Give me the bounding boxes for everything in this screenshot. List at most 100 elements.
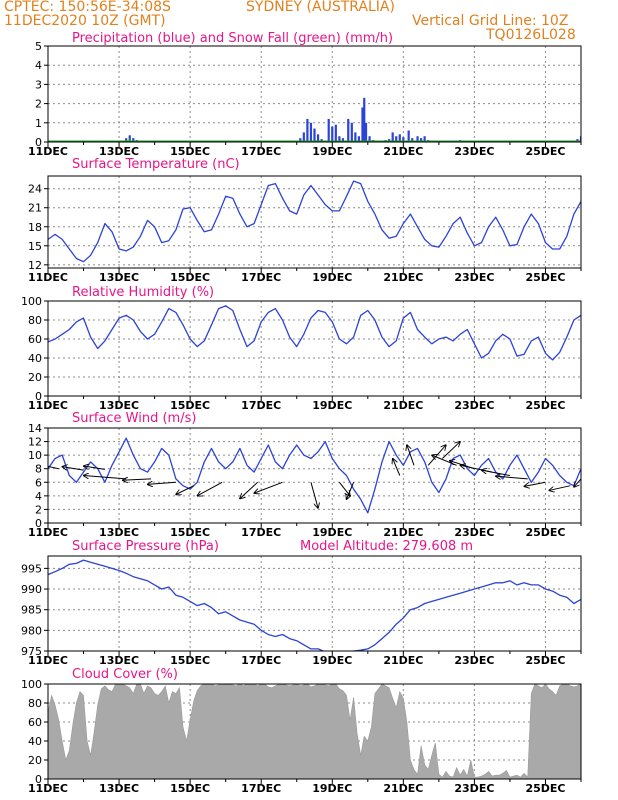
x-tick-label: 13DEC: [99, 782, 139, 795]
y-tick-label: 5: [35, 40, 42, 53]
plot-frame: [47, 175, 582, 269]
y-tick-label: 4: [35, 59, 42, 72]
precip-bar: [128, 135, 131, 142]
y-tick-label: 10: [28, 449, 42, 462]
x-tick-label: 23DEC: [454, 399, 494, 412]
y-tick-label: 20: [28, 371, 42, 384]
precip-bar: [357, 136, 361, 142]
x-tick-label: 15DEC: [170, 271, 210, 284]
panel-5: 975 980 985 990 995 11DEC 13DEC 15DEC 17DEC 19DEC…: [21, 539, 582, 667]
precip-bar: [338, 136, 341, 142]
series-line: [48, 305, 581, 361]
x-tick-label: 25DEC: [525, 526, 565, 539]
x-tick-label: 23DEC: [454, 654, 494, 667]
y-tick-label: 3: [35, 78, 42, 91]
y-tick-label: 60: [28, 333, 42, 346]
x-tick-label: 19DEC: [312, 399, 352, 412]
plot-frame: [47, 683, 582, 780]
x-tick-label: 19DEC: [312, 271, 352, 284]
wind-vector: [549, 485, 571, 491]
x-tick-label: 11DEC: [28, 654, 68, 667]
y-tick-label: 975: [21, 645, 42, 658]
x-tick-label: 19DEC: [312, 782, 352, 795]
y-tick-label: 15: [28, 240, 42, 253]
y-tick-label: 990: [21, 583, 42, 596]
y-tick-label: 24: [28, 183, 42, 196]
wind-vector: [84, 466, 105, 470]
panel-6: 0 20 40 60 80 100 11DEC 13DEC 15DEC 17DEC 19DEC 21D…: [21, 667, 582, 795]
precip-bar: [354, 132, 357, 142]
x-tick-label: 25DEC: [525, 399, 565, 412]
wind-vector: [123, 479, 152, 480]
precip-bar: [407, 130, 410, 142]
x-tick-label: 21DEC: [383, 782, 423, 795]
x-tick-label: 13DEC: [99, 399, 139, 412]
precip-bar: [347, 118, 350, 142]
x-tick-label: 17DEC: [241, 526, 281, 539]
x-tick-label: 13DEC: [99, 654, 139, 667]
y-tick-label: 0: [35, 517, 42, 530]
wind-vector: [197, 481, 223, 496]
precip-bar: [350, 122, 353, 142]
y-tick-label: 40: [28, 735, 42, 748]
x-tick-label: 23DEC: [454, 271, 494, 284]
y-tick-label: 6: [35, 476, 42, 489]
y-tick-label: 0: [35, 136, 42, 149]
precip-bar: [402, 137, 405, 142]
precip-bar: [411, 138, 414, 142]
precip-bar: [331, 126, 334, 142]
panel-title: Relative Humidity (%): [72, 285, 214, 300]
precip-bar: [299, 138, 302, 142]
x-tick-label: 21DEC: [383, 271, 423, 284]
x-tick-label: 17DEC: [241, 399, 281, 412]
x-tick-label: 23DEC: [454, 782, 494, 795]
x-tick-label: 13DEC: [99, 145, 139, 158]
precip-bar: [361, 107, 364, 142]
wind-vector: [574, 478, 581, 487]
y-tick-label: 80: [28, 314, 42, 327]
x-tick-label: 25DEC: [525, 271, 565, 284]
y-tick-label: 12: [28, 259, 42, 272]
precip-bar: [316, 134, 320, 142]
wind-vector: [496, 476, 528, 479]
y-tick-label: 21: [28, 202, 42, 215]
precip-bar: [363, 97, 366, 142]
y-tick-label: 40: [28, 352, 42, 365]
x-tick-label: 17DEC: [241, 782, 281, 795]
plot-frame: [47, 555, 582, 652]
x-tick-label: 21DEC: [383, 526, 423, 539]
model-altitude: Model Altitude: 279.608 m: [300, 539, 473, 554]
y-tick-label: 4: [35, 490, 42, 503]
y-tick-label: 985: [21, 604, 42, 617]
x-tick-label: 17DEC: [241, 654, 281, 667]
x-tick-label: 13DEC: [99, 271, 139, 284]
x-tick-label: 25DEC: [525, 654, 565, 667]
y-tick-label: 8: [35, 463, 42, 476]
series-line: [48, 437, 581, 514]
y-tick-label: 980: [21, 624, 42, 637]
wind-vector: [48, 465, 59, 470]
y-tick-label: 12: [28, 436, 42, 449]
plot-frame: [47, 45, 582, 143]
y-tick-label: 60: [28, 716, 42, 729]
precip-bar: [416, 136, 419, 142]
precip-bar: [395, 136, 398, 142]
precip-bar: [302, 132, 305, 142]
x-tick-label: 21DEC: [383, 654, 423, 667]
y-tick-label: 100: [21, 295, 42, 308]
x-tick-label: 15DEC: [170, 782, 210, 795]
plot-frame: [47, 427, 582, 524]
x-tick-label: 17DEC: [241, 271, 281, 284]
y-tick-label: 0: [35, 390, 42, 403]
precip-bar: [334, 124, 337, 142]
x-tick-label: 15DEC: [170, 145, 210, 158]
series-line: [48, 180, 581, 263]
y-tick-label: 20: [28, 754, 42, 767]
y-tick-label: 18: [28, 221, 42, 234]
x-tick-label: 15DEC: [170, 526, 210, 539]
panel-title: Precipitation (blue) and Snow Fall (gree…: [72, 31, 393, 46]
x-tick-label: 11DEC: [28, 526, 68, 539]
x-tick-label: 11DEC: [28, 399, 68, 412]
wind-vector: [310, 482, 318, 508]
header-station: CPTEC: 150:56E-34:08S: [4, 0, 171, 15]
